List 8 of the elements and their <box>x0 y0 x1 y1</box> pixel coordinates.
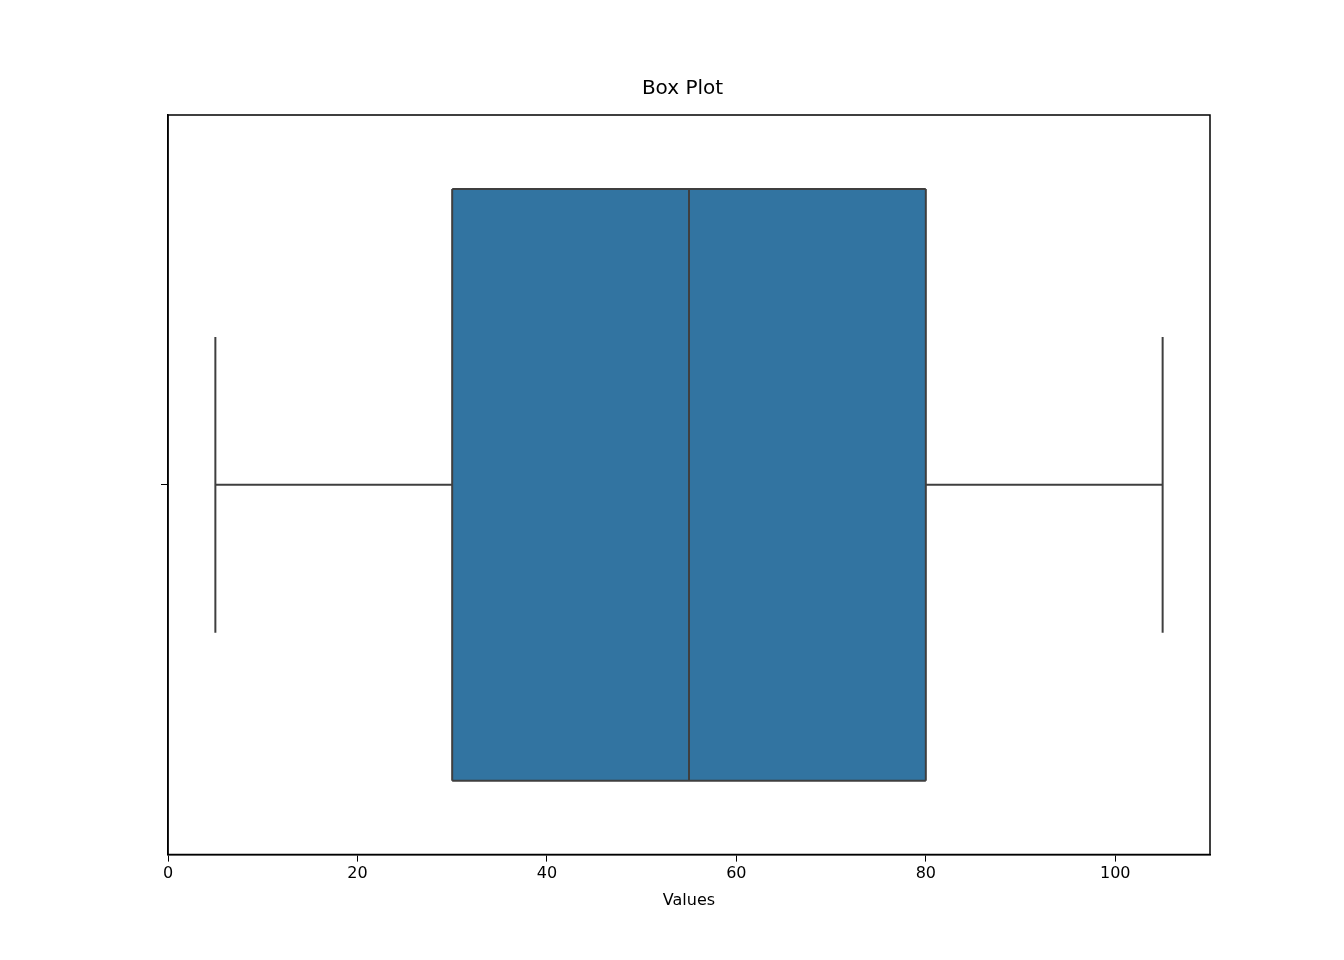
x-tick-label: 80 <box>915 863 936 883</box>
x-tick-label: 60 <box>726 863 747 883</box>
x-tick-label: 40 <box>536 863 558 883</box>
x-tick-label: 100 <box>1100 863 1131 883</box>
x-axis-title: Values <box>662 889 716 909</box>
chart-title: Box Plot <box>641 75 724 100</box>
x-tick-label: 20 <box>347 863 368 883</box>
x-tick-label: 0 <box>162 863 174 883</box>
